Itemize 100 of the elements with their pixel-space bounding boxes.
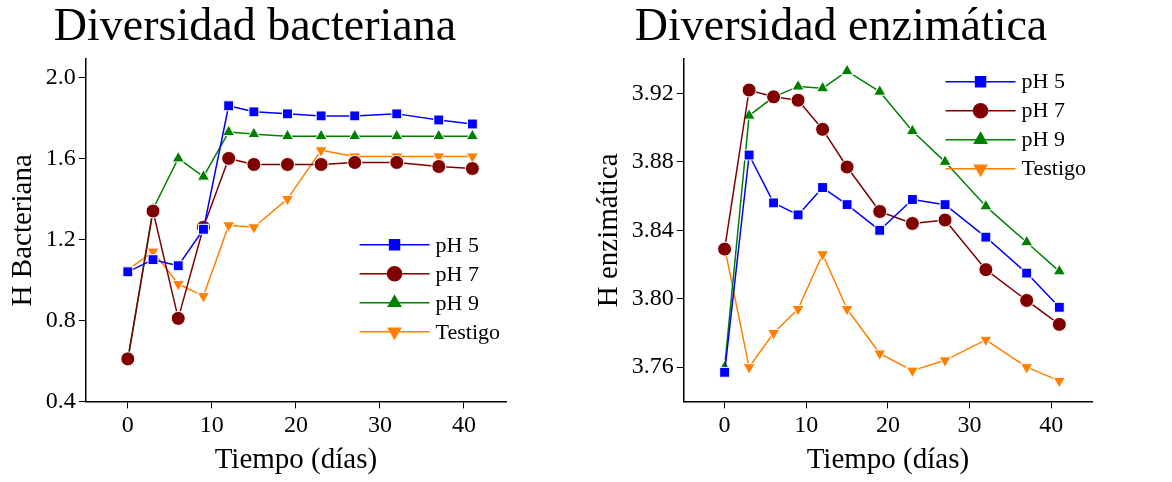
point	[313, 156, 329, 172]
point	[171, 150, 185, 163]
point	[815, 121, 831, 137]
point	[790, 92, 806, 108]
x-tick-label: 20	[283, 411, 308, 438]
point	[390, 128, 404, 141]
point	[841, 199, 853, 211]
point	[391, 108, 403, 120]
point	[247, 126, 261, 139]
point	[172, 260, 184, 272]
point	[741, 82, 757, 98]
y-tick-label: 2.0	[45, 62, 76, 89]
y-axis-title: H enzimática	[591, 153, 624, 308]
y-tick-label: 1.6	[45, 143, 76, 170]
point	[196, 169, 211, 181]
point	[978, 262, 994, 278]
x-tick-label: 40	[451, 411, 476, 438]
point	[840, 63, 854, 76]
y-tick-label: 3.80	[631, 284, 674, 311]
point	[171, 279, 185, 292]
point	[840, 305, 854, 317]
x-tick-label: 40	[1039, 411, 1064, 438]
point	[465, 128, 479, 141]
point	[433, 114, 445, 126]
y-tick-label: 3.84	[631, 215, 674, 242]
y-tick-label: 3.76	[631, 352, 674, 379]
point	[348, 128, 362, 141]
point	[791, 79, 805, 91]
point	[742, 363, 756, 375]
point	[432, 128, 446, 141]
point	[280, 156, 295, 172]
point	[1019, 292, 1035, 308]
point	[248, 106, 260, 118]
point	[315, 110, 327, 122]
point	[349, 110, 361, 122]
x-tick-label: 10	[794, 411, 819, 438]
point	[817, 182, 829, 193]
point	[246, 156, 262, 172]
point	[767, 328, 781, 341]
point	[939, 199, 951, 211]
point	[873, 84, 887, 96]
legend-label: pH 7	[1021, 97, 1065, 123]
point	[872, 203, 888, 219]
point	[816, 80, 830, 93]
point	[1051, 316, 1067, 332]
x-axis-title: Tiempo (días)	[214, 442, 378, 476]
point	[906, 194, 918, 205]
point	[198, 223, 209, 235]
point	[1052, 376, 1066, 389]
point	[937, 212, 953, 228]
point	[280, 194, 295, 207]
point	[431, 159, 447, 175]
point	[464, 161, 480, 177]
point	[873, 349, 887, 361]
point	[938, 356, 952, 368]
point	[222, 221, 236, 233]
point	[1020, 234, 1034, 247]
point	[147, 254, 159, 266]
point	[223, 100, 235, 112]
point	[816, 250, 830, 262]
point	[905, 366, 919, 379]
x-tick-label: 30	[367, 411, 392, 438]
point	[792, 209, 804, 221]
chart-title: Diversidad enzimática	[634, 0, 1048, 50]
chart-title: Diversidad bacteriana	[53, 0, 457, 50]
legend-label: pH 7	[435, 260, 479, 286]
point	[282, 108, 293, 120]
point	[791, 305, 805, 317]
point	[904, 215, 920, 231]
point	[466, 118, 478, 130]
point	[766, 89, 782, 105]
point	[743, 149, 755, 161]
legend-label: pH 5	[435, 231, 479, 257]
point	[196, 292, 211, 304]
y-tick-label: 3.88	[631, 147, 674, 174]
point	[247, 223, 261, 235]
legend-label: pH 9	[435, 289, 479, 315]
y-tick-label: 0.4	[45, 386, 76, 413]
legend-label: pH 9	[1021, 126, 1065, 152]
point	[314, 146, 328, 158]
y-axis-title: H Bacteriana	[5, 154, 38, 307]
point	[839, 159, 855, 175]
point	[979, 335, 993, 348]
point	[347, 154, 363, 170]
point	[1053, 301, 1065, 313]
point	[389, 154, 405, 170]
point	[768, 197, 780, 209]
point	[465, 152, 479, 164]
x-tick-label: 0	[121, 411, 134, 438]
point	[980, 231, 992, 243]
point	[742, 108, 756, 120]
point	[170, 310, 186, 326]
x-tick-label: 0	[718, 411, 731, 438]
legend-label: pH 5	[1021, 68, 1065, 94]
x-tick-label: 30	[957, 411, 982, 438]
legend-label: Testigo	[435, 318, 500, 344]
point	[280, 128, 295, 141]
x-axis-title: Tiempo (días)	[806, 442, 970, 476]
point	[1021, 267, 1033, 279]
point	[979, 198, 993, 211]
